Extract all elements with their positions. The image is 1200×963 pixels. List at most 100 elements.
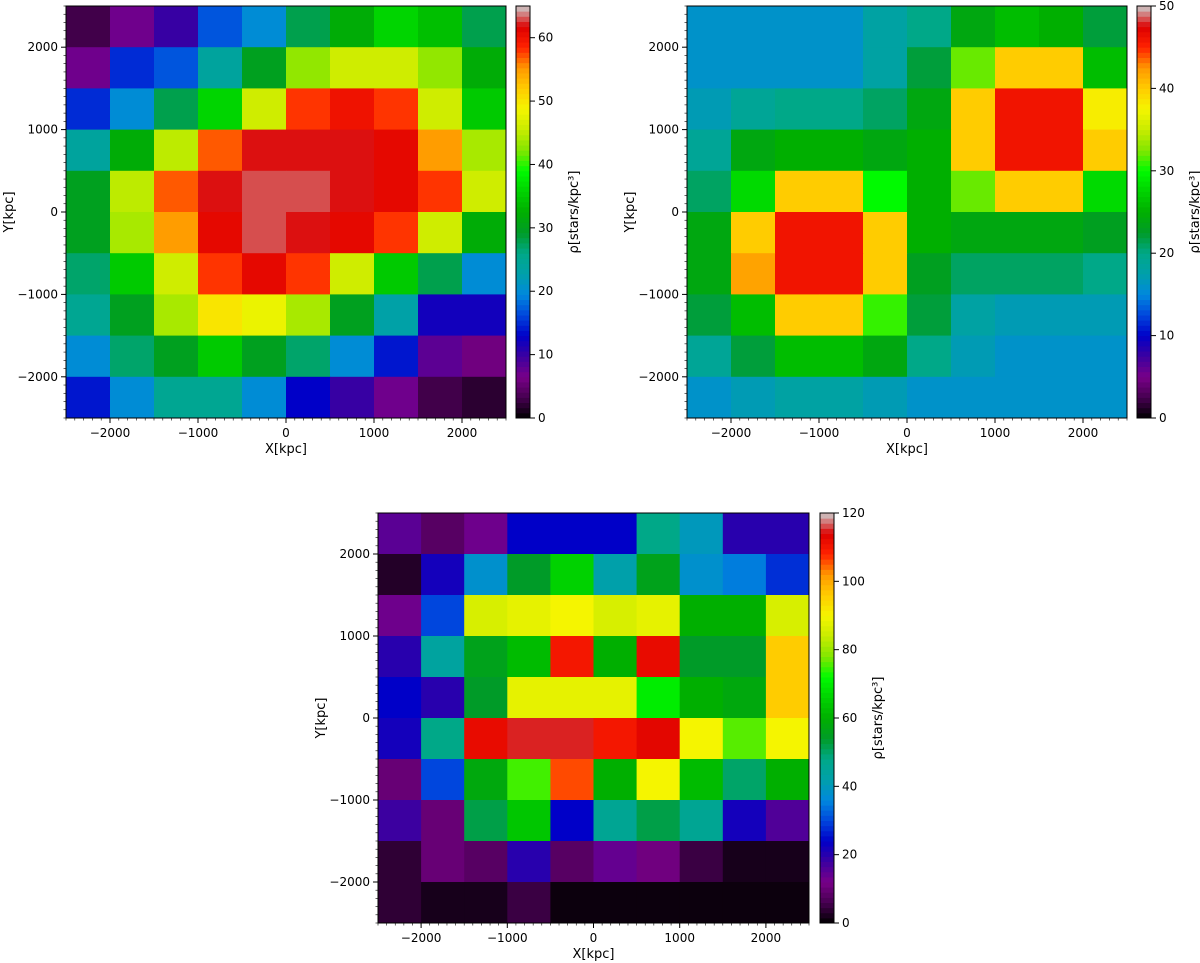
heatmap-cell: [374, 6, 419, 48]
colorbar-segment: [820, 800, 834, 806]
heatmap-cell: [951, 253, 996, 295]
heatmap-cell: [731, 335, 776, 378]
heatmap-cell: [154, 129, 199, 172]
colorbar-tick-label: 50: [538, 94, 553, 108]
heatmap-cell: [722, 841, 767, 883]
colorbar-segment: [516, 232, 530, 239]
heatmap-cell: [110, 335, 155, 378]
colorbar-segment: [820, 712, 834, 719]
colorbar-segment: [516, 222, 530, 228]
heatmap-cell: [636, 800, 681, 842]
colorbar-segment: [1137, 57, 1151, 64]
heatmap-cell: [907, 212, 952, 254]
heatmap-cell: [286, 88, 331, 130]
heatmap-cell: [421, 800, 465, 842]
heatmap-cell: [418, 88, 463, 130]
colorbar-tick-label: 40: [538, 157, 553, 171]
heatmap-cell: [462, 294, 507, 336]
colorbar-segment: [820, 779, 834, 786]
heatmap-cell: [1039, 129, 1084, 172]
colorbar-segment: [516, 196, 530, 203]
heatmap-cell: [330, 47, 375, 89]
heatmap-cell: [374, 335, 419, 378]
heatmap-cell: [1039, 88, 1084, 130]
heatmap-cell: [421, 677, 465, 719]
heatmap-cell: [722, 882, 767, 924]
colorbar-segment: [516, 114, 530, 120]
heatmap-cell: [198, 88, 243, 130]
colorbar-segment: [820, 897, 834, 903]
colorbar-segment: [516, 340, 530, 347]
heatmap-cell: [819, 170, 864, 213]
colorbar-segment: [516, 304, 530, 311]
colorbar-segment: [1137, 345, 1151, 352]
heatmap-cell: [154, 335, 199, 378]
colorbar-segment: [820, 636, 834, 642]
heatmap-cell: [731, 88, 776, 130]
colorbar-segment: [820, 784, 834, 791]
heatmap-cell: [462, 47, 507, 89]
colorbar-segment: [1137, 366, 1151, 373]
heatmap-cell: [687, 170, 732, 213]
colorbar-segment: [516, 407, 530, 414]
heatmap-cell: [242, 253, 287, 295]
heatmap-cell: [995, 88, 1040, 130]
heatmap-cell: [198, 335, 243, 378]
colorbar-segment: [516, 237, 530, 244]
heatmap-cell: [330, 212, 375, 254]
heatmap-cell: [819, 129, 864, 172]
heatmap-cell: [110, 294, 155, 336]
heatmap-cell: [593, 554, 637, 596]
colorbar-segment: [1137, 36, 1151, 43]
heatmap-cell: [1039, 335, 1084, 378]
heatmap-cell: [464, 841, 508, 883]
heatmap-cell: [418, 47, 463, 89]
colorbar-segment: [1137, 109, 1151, 115]
colorbar-segment: [516, 67, 530, 74]
heatmap-panel-1: −2000 −1000 0 1000 2000 −2000 −1000 0 1000 2000 X[…: [2, 5, 582, 457]
colorbar-segment: [516, 268, 530, 275]
colorbar-segment: [516, 325, 530, 331]
heatmap-cell: [951, 47, 996, 89]
colorbar-tick-label: 120: [842, 506, 865, 520]
heatmap-cell: [418, 170, 463, 213]
heatmap-cell: [819, 88, 864, 130]
heatmap-cell: [765, 513, 810, 555]
colorbar-segment: [516, 155, 530, 161]
colorbar-tick-label: 20: [538, 284, 553, 298]
colorbar-tick-label: 10: [1159, 329, 1174, 343]
heatmap-cell: [819, 253, 864, 295]
heatmap-cell: [679, 636, 724, 678]
colorbar-segment: [516, 320, 530, 326]
heatmap-cell: [765, 636, 810, 678]
heatmap-cell: [464, 513, 508, 555]
colorbar-segment: [1137, 134, 1151, 141]
colorbar-segment: [1137, 119, 1151, 125]
colorbar-segment: [516, 160, 530, 167]
colorbar-segment: [516, 42, 530, 48]
heatmap-cell: [765, 882, 810, 924]
heatmap-cell: [242, 129, 287, 172]
colorbar-segment: [516, 31, 530, 38]
heatmap-cell: [863, 47, 908, 89]
x-tick-label: 1000: [359, 426, 390, 440]
heatmap-cell: [374, 212, 419, 254]
heatmap-cell: [242, 294, 287, 336]
colorbar-segment: [516, 345, 530, 352]
colorbar-segment: [516, 36, 530, 43]
heatmap-cell: [863, 6, 908, 48]
colorbar-segment: [1137, 258, 1151, 264]
colorbar-label: ρ[stars/kpc³]: [567, 171, 582, 254]
colorbar-segment: [820, 841, 834, 847]
colorbar-segment: [820, 523, 834, 529]
colorbar-segment: [516, 206, 530, 213]
colorbar-segment: [820, 687, 834, 693]
colorbar-segment: [1137, 402, 1151, 409]
colorbar-segment: [516, 16, 530, 22]
colorbar-segment: [1137, 72, 1151, 79]
heatmap-cell: [421, 841, 465, 883]
colorbar-segment: [1137, 124, 1151, 131]
heatmap-cell: [418, 212, 463, 254]
heatmap-cell: [66, 294, 111, 336]
heatmap-cell: [1083, 129, 1128, 172]
